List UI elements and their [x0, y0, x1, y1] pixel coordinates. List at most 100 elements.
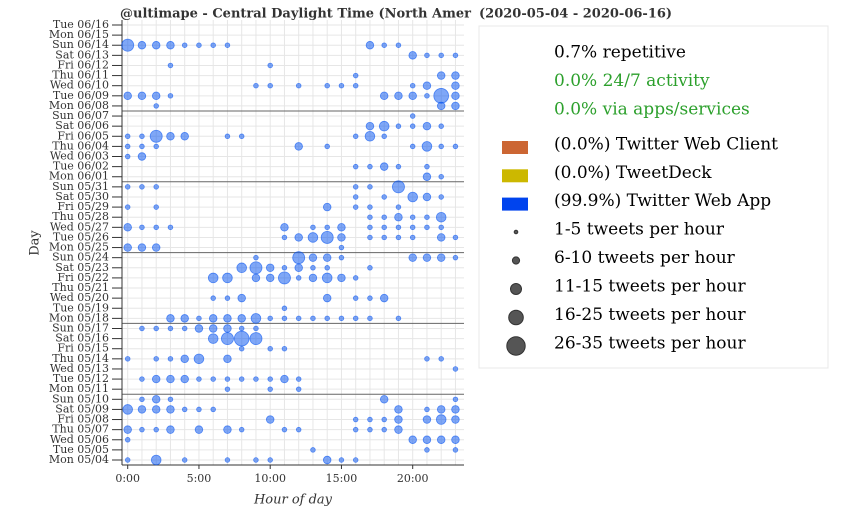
tweet-point: [280, 374, 289, 384]
y-tick-label: Sat 05/16: [55, 332, 109, 345]
tweet-point: [422, 415, 432, 424]
tweet-point: [267, 457, 273, 463]
tweet-point: [338, 82, 345, 89]
tweet-point: [381, 426, 387, 433]
tweet-point: [151, 405, 161, 414]
tweet-point: [265, 263, 275, 273]
tweet-point: [438, 123, 444, 129]
y-tick-label: Wed 05/20: [50, 291, 109, 304]
tweet-point: [123, 91, 132, 101]
tweet-point: [322, 253, 332, 262]
legend-size-marker: [511, 256, 521, 265]
tweet-point: [151, 91, 161, 101]
x-tick-label: 0:00: [115, 472, 140, 485]
tweet-point: [124, 204, 131, 210]
y-tick-label: Tue 05/05: [53, 443, 109, 456]
legend-size-marker: [513, 229, 519, 235]
tweet-point: [253, 325, 259, 332]
y-tick-label: Wed 06/03: [50, 150, 109, 163]
tweet-point: [139, 143, 145, 150]
tweet-point: [337, 273, 346, 283]
y-tick-label: Tue 05/26: [53, 230, 109, 243]
tweet-point: [352, 315, 359, 322]
tweet-point: [438, 52, 444, 59]
tweet-point: [124, 153, 131, 160]
tweet-point: [166, 41, 175, 50]
tweet-point: [253, 376, 259, 382]
tweet-point: [322, 455, 332, 465]
tweet-point: [452, 366, 459, 372]
tweet-point: [451, 435, 460, 444]
tweet-point: [394, 212, 403, 222]
tweet-point: [124, 133, 131, 140]
tweet-point: [395, 123, 402, 129]
tweet-point: [352, 275, 359, 281]
y-tick-label: Tue 06/16: [53, 18, 109, 31]
y-tick-label: Thu 05/07: [52, 423, 109, 436]
legend-stat: 0.0% via apps/services: [554, 100, 750, 120]
tweet-point: [452, 447, 459, 453]
legend-label: 26-35 tweets per hour: [554, 334, 746, 354]
tweet-point: [181, 406, 188, 413]
y-tick-label: Thu 05/28: [52, 210, 109, 223]
tweet-point: [123, 425, 132, 434]
tweet-point: [452, 143, 459, 150]
tweet-point: [338, 315, 345, 322]
tweet-point: [395, 163, 402, 170]
tweet-point: [166, 132, 175, 141]
tweet-point: [381, 234, 387, 241]
tweet-point: [436, 405, 446, 414]
tweet-point: [267, 315, 273, 322]
tweet-point: [150, 454, 162, 466]
tweet-point: [352, 163, 359, 170]
tweet-point: [153, 103, 159, 109]
tweet-point: [295, 275, 302, 281]
y-tick-label: Tue 05/19: [53, 301, 109, 314]
tweet-point: [352, 194, 359, 200]
tweet-point: [409, 123, 416, 129]
tweet-point: [267, 376, 273, 382]
tweet-point: [424, 93, 430, 99]
tweet-point: [338, 457, 345, 463]
tweet-point: [167, 93, 174, 99]
tweet-point: [438, 174, 444, 180]
tweet-point: [365, 41, 375, 50]
tweet-point: [153, 184, 159, 190]
tweet-point: [424, 447, 430, 453]
tweet-point: [153, 143, 159, 150]
tweet-point: [253, 254, 259, 261]
tweet-point: [281, 305, 288, 311]
legend-label: 11-15 tweets per hour: [554, 277, 746, 297]
chart-subtitle: (2020-05-04 - 2020-06-16): [479, 7, 672, 22]
tweet-point: [238, 325, 245, 332]
tweet-point: [352, 295, 359, 301]
tweet-point: [137, 91, 147, 101]
y-tick-label: Sat 05/09: [55, 402, 109, 415]
tweet-point: [367, 163, 373, 170]
tweet-point: [180, 374, 189, 384]
tweet-point: [224, 376, 231, 382]
tweet-point: [137, 152, 147, 161]
tweet-point: [139, 184, 145, 190]
tweet-point: [223, 324, 232, 333]
tweet-point: [436, 253, 446, 262]
tweet-point: [281, 234, 288, 241]
legend-size-marker: [506, 336, 526, 356]
x-tick-label: 5:00: [187, 472, 212, 485]
tweet-point: [433, 88, 449, 104]
tweet-point: [321, 272, 333, 284]
tweet-point: [310, 265, 316, 271]
tweet-point: [295, 82, 302, 89]
tweet-point: [395, 204, 402, 210]
tweet-point: [238, 426, 245, 433]
legend-size-marker: [510, 283, 522, 295]
tweet-point: [367, 416, 373, 423]
tweet-point: [210, 376, 216, 382]
tweet-point: [438, 356, 444, 362]
tweet-point: [395, 234, 402, 241]
y-tick-label: Thu 05/14: [52, 352, 109, 365]
tweet-point: [167, 396, 174, 403]
tweet-point: [295, 376, 302, 382]
tweet-point: [223, 314, 232, 323]
